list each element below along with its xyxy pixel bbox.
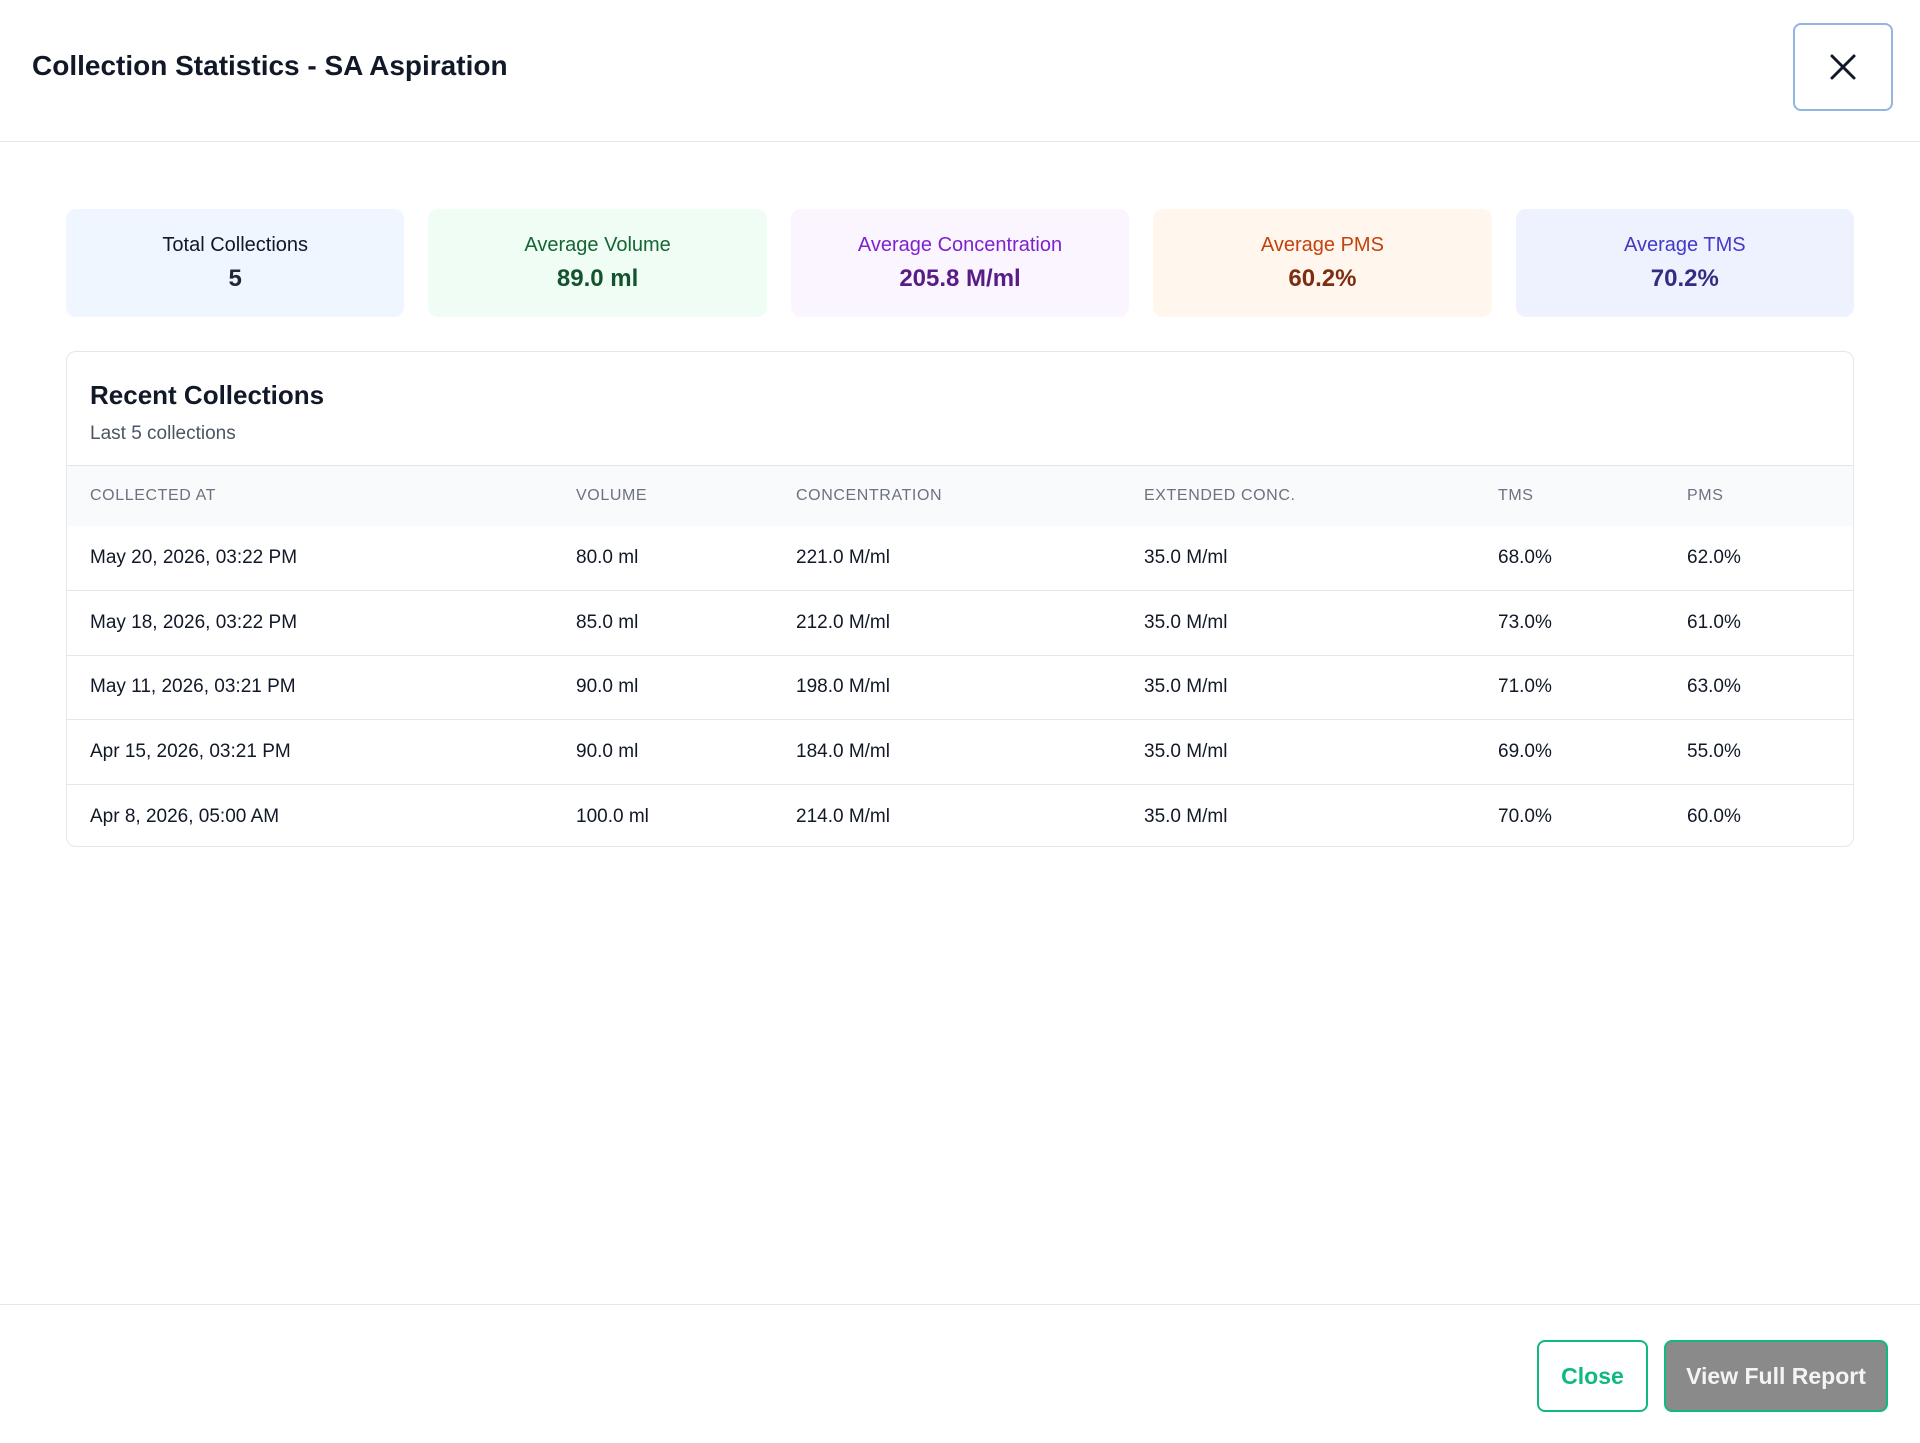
column-header-pms: PMS	[1687, 487, 1724, 504]
stat-value: 89.0 ml	[556, 264, 639, 292]
cell-collected-at: May 11, 2026, 03:21 PM	[90, 676, 296, 698]
cell-volume: 80.0 ml	[576, 547, 639, 568]
modal-footer: Close View Full Report	[0, 1304, 1920, 1443]
stat-value: 60.2%	[1288, 264, 1357, 292]
stat-label: Average Volume	[524, 233, 671, 256]
view-full-report-button[interactable]: View Full Report	[1664, 1340, 1888, 1412]
recent-collections-card: Recent Collections Last 5 collections CO…	[66, 351, 1854, 847]
table-row: May 18, 2026, 03:22 PM 85.0 ml 212.0 M/m…	[67, 590, 1853, 656]
cell-concentration: 184.0 M/ml	[796, 740, 890, 762]
cell-volume: 85.0 ml	[576, 611, 639, 633]
stat-average-pms: Average PMS 60.2%	[1153, 209, 1492, 317]
cell-pms: 60.0%	[1687, 805, 1741, 827]
card-subtitle: Last 5 collections	[90, 423, 236, 444]
cell-tms: 68.0%	[1498, 547, 1552, 568]
table-header-row: COLLECTED AT VOLUME CONCENTRATION EXTEND…	[67, 466, 1853, 526]
cell-concentration: 212.0 M/ml	[796, 611, 890, 633]
stat-value: 205.8 M/ml	[899, 264, 1021, 292]
table-row: May 11, 2026, 03:21 PM 90.0 ml 198.0 M/m…	[67, 655, 1853, 720]
card-header: Recent Collections Last 5 collections	[67, 352, 1853, 466]
stat-label: Total Collections	[162, 233, 309, 256]
stat-average-tms: Average TMS 70.2%	[1515, 209, 1855, 317]
cell-tms: 70.0%	[1498, 805, 1552, 827]
close-button[interactable]: Close	[1537, 1340, 1648, 1412]
modal-header: Collection Statistics - SA Aspiration	[0, 0, 1920, 142]
table-row: May 20, 2026, 03:22 PM 80.0 ml 221.0 M/m…	[67, 526, 1853, 591]
table-row: Apr 15, 2026, 03:21 PM 90.0 ml 184.0 M/m…	[67, 719, 1853, 785]
stat-total-collections: Total Collections 5	[66, 209, 405, 317]
stat-value: 70.2%	[1650, 264, 1719, 292]
cell-volume: 90.0 ml	[576, 740, 639, 762]
stat-label: Average PMS	[1260, 233, 1384, 256]
cell-pms: 61.0%	[1687, 611, 1741, 633]
stat-value: 5	[228, 264, 242, 292]
table-row: Apr 8, 2026, 05:00 AM 100.0 ml 214.0 M/m…	[67, 784, 1853, 846]
card-title: Recent Collections	[90, 380, 325, 410]
collections-table: COLLECTED AT VOLUME CONCENTRATION EXTEND…	[67, 466, 1853, 846]
column-header-tms: TMS	[1498, 487, 1534, 504]
cell-extended-conc: 35.0 M/ml	[1144, 547, 1228, 568]
stats-summary: Total Collections 5 Average Volume 89.0 …	[66, 209, 1855, 317]
cell-volume: 90.0 ml	[576, 676, 639, 698]
cell-collected-at: May 20, 2026, 03:22 PM	[90, 547, 298, 568]
close-modal-button[interactable]	[1793, 23, 1893, 111]
cell-extended-conc: 35.0 M/ml	[1144, 740, 1228, 762]
column-header-extended-conc: EXTENDED CONC.	[1144, 487, 1296, 504]
cell-collected-at: May 18, 2026, 03:22 PM	[90, 611, 298, 633]
column-header-collected-at: COLLECTED AT	[90, 487, 217, 504]
cell-pms: 55.0%	[1687, 740, 1741, 762]
cell-concentration: 214.0 M/ml	[796, 805, 890, 827]
cell-tms: 73.0%	[1498, 611, 1552, 633]
stat-label: Average Concentration	[857, 233, 1063, 256]
column-header-volume: VOLUME	[576, 487, 648, 504]
cell-extended-conc: 35.0 M/ml	[1144, 676, 1228, 698]
cell-volume: 100.0 ml	[576, 805, 649, 827]
stat-average-concentration: Average Concentration 205.8 M/ml	[790, 209, 1130, 317]
x-icon	[1830, 54, 1856, 80]
cell-tms: 69.0%	[1498, 740, 1552, 762]
cell-extended-conc: 35.0 M/ml	[1144, 805, 1228, 827]
cell-collected-at: Apr 15, 2026, 03:21 PM	[90, 740, 291, 762]
cell-extended-conc: 35.0 M/ml	[1144, 611, 1228, 633]
cell-tms: 71.0%	[1498, 676, 1552, 698]
cell-concentration: 221.0 M/ml	[796, 547, 890, 568]
cell-concentration: 198.0 M/ml	[796, 676, 890, 698]
modal-title: Collection Statistics - SA Aspiration	[32, 50, 508, 81]
stat-average-volume: Average Volume 89.0 ml	[428, 209, 767, 317]
cell-pms: 63.0%	[1687, 676, 1741, 698]
column-header-concentration: CONCENTRATION	[796, 487, 943, 504]
cell-collected-at: Apr 8, 2026, 05:00 AM	[90, 805, 280, 827]
cell-pms: 62.0%	[1687, 547, 1741, 568]
stat-label: Average TMS	[1624, 233, 1746, 256]
